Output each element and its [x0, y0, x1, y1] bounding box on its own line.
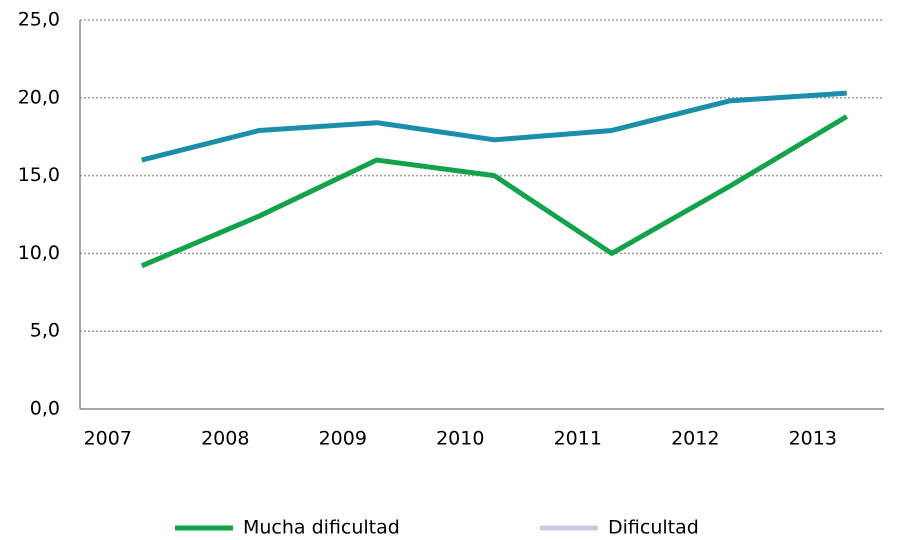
line-series — [140, 114, 849, 269]
y-tick-label: 5,0 — [30, 320, 60, 342]
y-tick-label: 25,0 — [18, 9, 60, 31]
x-tick-label: 2013 — [789, 428, 837, 450]
x-tick-label: 2010 — [436, 428, 484, 450]
x-tick-label: 2009 — [319, 428, 367, 450]
legend-label: Mucha dificultad — [243, 517, 400, 539]
y-tick-label: 0,0 — [30, 398, 60, 420]
y-tick-label: 15,0 — [18, 164, 60, 186]
x-tick-label: 2012 — [671, 428, 719, 450]
line-series — [141, 90, 847, 163]
y-tick-label: 20,0 — [18, 86, 60, 108]
x-tick-label: 2011 — [554, 428, 602, 450]
x-tick-label: 2007 — [84, 428, 132, 450]
legend-label: Dificultad — [608, 517, 699, 539]
y-tick-label: 10,0 — [18, 242, 60, 264]
x-tick-label: 2008 — [201, 428, 249, 450]
